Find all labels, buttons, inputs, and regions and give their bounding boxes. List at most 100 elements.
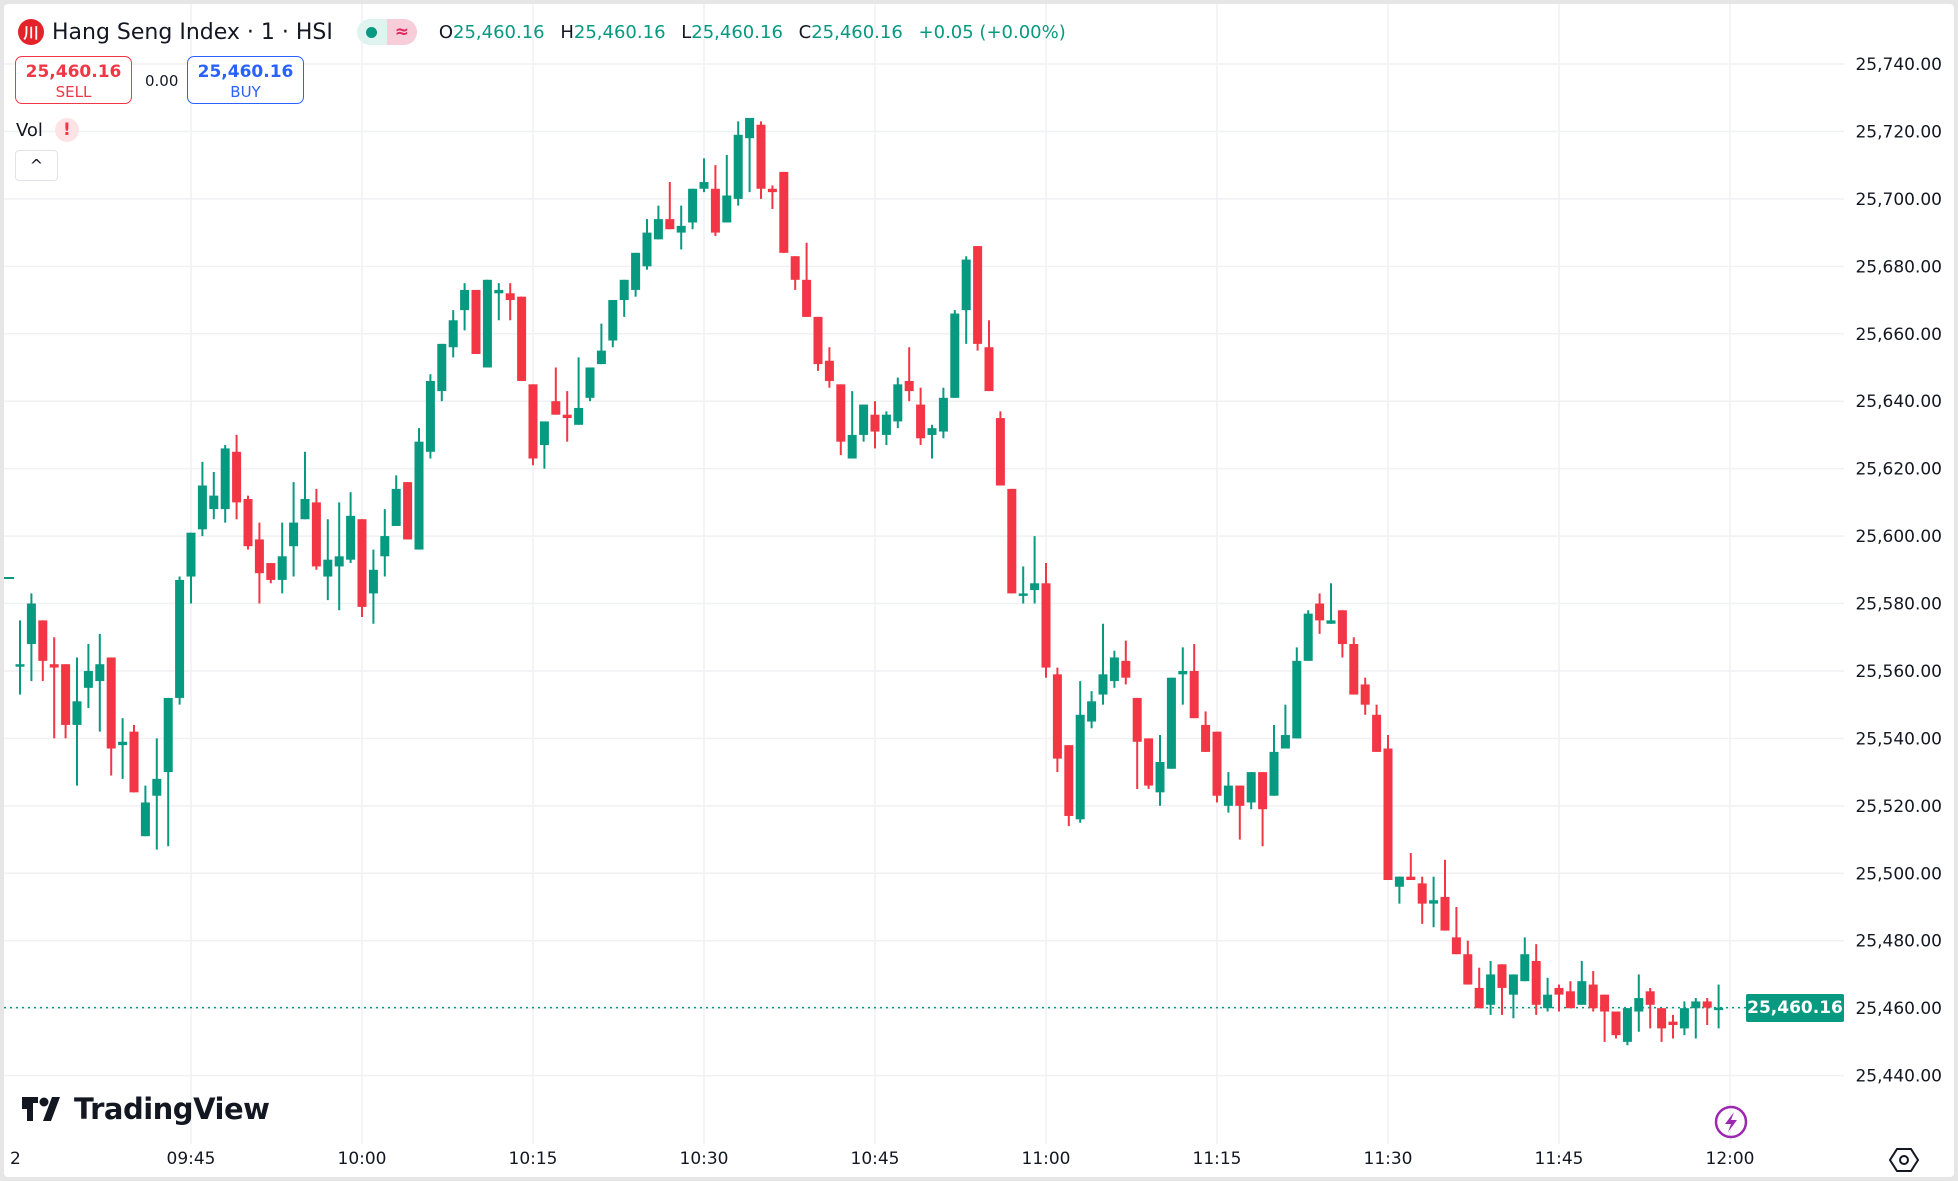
candle [1372, 704, 1382, 752]
candle-body [1554, 987, 1564, 995]
candle [562, 391, 572, 442]
candle-body [938, 397, 948, 432]
candle [1600, 994, 1610, 1042]
candle-body [1645, 991, 1655, 1005]
candle-body [927, 428, 937, 435]
candle-body [232, 451, 242, 503]
candle [847, 391, 857, 459]
price-tick-label: 25,600.00 [1855, 527, 1942, 547]
high-value: 25,460.16 [573, 21, 666, 43]
price-axis[interactable]: 25,440.00 25,460.00 25,480.00 25,500.00 25,5… [1855, 55, 1942, 1087]
candle [585, 367, 595, 402]
candle [311, 488, 321, 570]
warning-icon[interactable]: ! [54, 118, 79, 142]
candle-body [1440, 896, 1450, 931]
price-tick-label: 25,580.00 [1855, 595, 1942, 615]
candle-body [1109, 657, 1119, 682]
low-value: 25,460.16 [691, 21, 783, 43]
candle [1007, 488, 1017, 594]
candle-body [72, 701, 82, 725]
candle-body [380, 536, 390, 557]
candle [881, 411, 891, 446]
collapse-button[interactable]: ^ [15, 150, 58, 181]
candle-body [106, 657, 116, 749]
candle [448, 310, 458, 358]
candle-body [1497, 964, 1507, 988]
market-status[interactable]: ≈ [356, 19, 417, 45]
candle [368, 549, 378, 624]
candle-body [893, 384, 903, 422]
candle [1440, 859, 1450, 931]
tradingview-logo[interactable]: TradingView [22, 1092, 270, 1126]
price-tick-label: 25,540.00 [1855, 729, 1942, 749]
candle-body [95, 664, 105, 682]
candle [220, 445, 230, 523]
candle [1634, 974, 1644, 1032]
candle-body [802, 279, 812, 317]
candle [802, 242, 812, 317]
candle-body [1600, 994, 1610, 1012]
candle-body [1531, 960, 1541, 1005]
market-open-dot-icon[interactable] [356, 19, 387, 45]
candle [950, 310, 960, 398]
candle [391, 475, 401, 526]
candle [1531, 944, 1541, 1015]
time-axis[interactable]: 2 09:45 10:00 10:15 10:30 10:45 11:00 11:15 11:3… [10, 1149, 1755, 1169]
candle-body [1577, 981, 1587, 1005]
candle-body [836, 384, 846, 442]
lightning-icon[interactable] [1712, 1103, 1750, 1141]
candle [346, 492, 356, 564]
buy-price: 25,460.16 [197, 62, 294, 82]
candle [1383, 735, 1393, 881]
candle [61, 664, 71, 739]
candle [38, 620, 48, 682]
candle [357, 519, 367, 618]
candle-body [49, 664, 59, 668]
settings-icon[interactable] [1888, 1144, 1920, 1176]
price-tick-label: 25,520.00 [1855, 797, 1942, 817]
candle [916, 387, 926, 446]
candle [1178, 647, 1188, 705]
volume-indicator[interactable]: Vol ! [16, 118, 79, 142]
candle [1018, 566, 1028, 604]
candle [756, 121, 766, 199]
candle [665, 182, 675, 230]
candle [1611, 1011, 1621, 1039]
price-tick-label: 25,560.00 [1855, 662, 1942, 682]
candle-body [1246, 772, 1256, 803]
candle-body [1315, 603, 1325, 621]
candle-body [733, 134, 743, 199]
candlestick-chart[interactable]: 25,440.00 25,460.00 25,480.00 25,500.00 25,5… [4, 4, 1954, 1177]
open-value: 25,460.16 [453, 21, 545, 43]
symbol-title[interactable]: Hang Seng Index · 1 · HSI [52, 19, 333, 45]
candle-body [152, 778, 162, 796]
candle [1497, 964, 1507, 1015]
price-tick-label: 25,660.00 [1855, 325, 1942, 345]
time-tick-label: 09:45 [167, 1149, 216, 1169]
candle [1041, 563, 1051, 678]
candle [596, 323, 606, 365]
candle-body [1235, 785, 1245, 806]
price-tick-label: 25,620.00 [1855, 460, 1942, 480]
candle-body [129, 731, 139, 793]
candle [619, 279, 629, 317]
candle-body [471, 289, 481, 354]
candle [266, 563, 276, 584]
candle [1474, 967, 1484, 1009]
candle-body [1668, 1021, 1678, 1026]
buy-button[interactable]: 25,460.16 BUY [187, 56, 304, 104]
candle-body [1212, 731, 1222, 796]
candle [1679, 1001, 1689, 1036]
candle-body [277, 556, 287, 580]
candle [1349, 637, 1359, 695]
candle-body [710, 188, 720, 233]
candle [893, 377, 903, 429]
candle-body [585, 367, 595, 398]
sell-button[interactable]: 25,460.16 SELL [15, 56, 132, 104]
candle [118, 718, 128, 779]
candle-body [653, 219, 663, 240]
wave-icon[interactable]: ≈ [386, 19, 417, 45]
candle [517, 296, 527, 381]
candle [414, 428, 424, 550]
candle-body [528, 384, 538, 459]
